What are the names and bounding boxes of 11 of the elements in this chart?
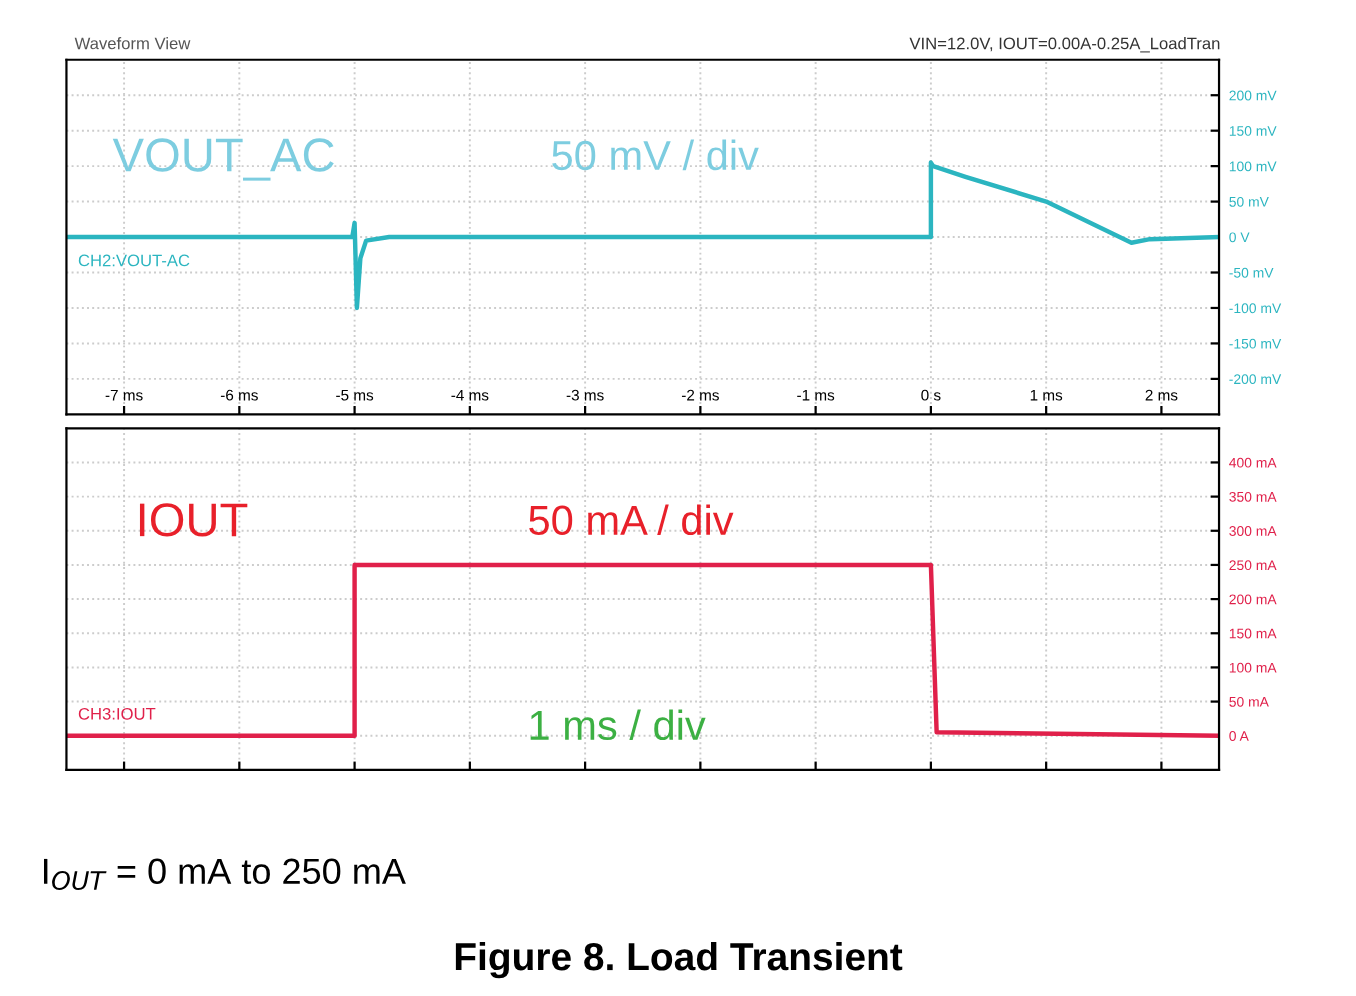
annotation: VOUT_AC — [112, 138, 334, 181]
text: VIN=12.0V, IOUT=0.00A-0.25A_LoadTran — [909, 37, 1220, 53]
annotation: 50 mV / div — [552, 139, 759, 171]
annotation: CH2:VOUT-AC — [78, 254, 190, 267]
annotation: 1 ms / div — [530, 709, 706, 741]
annotation: 50 mA / div — [529, 504, 734, 536]
text: Waveform View — [74, 37, 191, 50]
text: I$_{OUT}$ = 0 mA to 250 mA — [44, 858, 406, 891]
annotation: IOUT — [139, 503, 248, 537]
text: Figure 8. Load Transient — [455, 941, 903, 979]
annotation: CH3:IOUT — [78, 707, 156, 720]
